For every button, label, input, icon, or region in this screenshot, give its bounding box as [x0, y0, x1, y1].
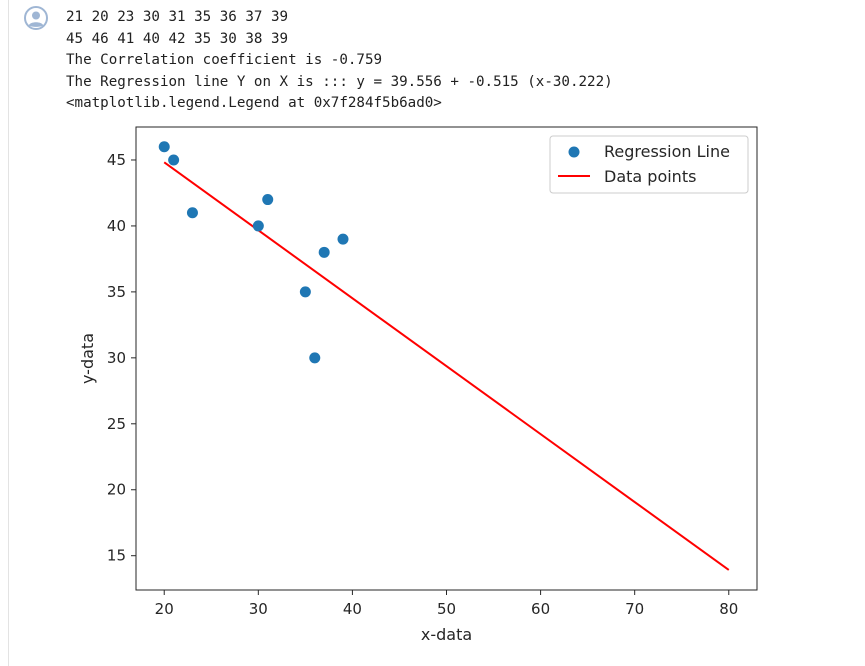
series-line-data-points — [163, 161, 730, 571]
scatter-point — [309, 352, 321, 364]
y-tick-label: 25 — [107, 415, 126, 433]
x-tick-label: 70 — [625, 600, 644, 618]
output-line-correlation: The Correlation coefficient is -0.759 — [66, 52, 383, 68]
chart-marks — [158, 141, 730, 571]
legend-marker-scatter — [568, 146, 580, 158]
scatter-point — [299, 286, 311, 298]
scatter-point — [186, 207, 198, 219]
plot-frame — [135, 126, 758, 591]
scatter-point — [252, 220, 264, 232]
axis-ticks: 20 30 40 50 60 70 80 15 20 25 30 35 40 45 — [107, 151, 738, 618]
scatter-point — [318, 246, 330, 258]
output-line-regression: The Regression line Y on X is ::: y = 39… — [66, 73, 613, 90]
scatter-point — [337, 233, 349, 245]
y-tick-label: 30 — [107, 349, 126, 367]
y-tick-label: 40 — [107, 217, 126, 235]
y-tick-label: 35 — [107, 283, 126, 301]
output-line-legend-repr: <matplotlib.legend.Legend at 0x7f284f5b6… — [66, 95, 442, 111]
y-tick-label: 45 — [107, 151, 126, 169]
y-axis-label: y-data — [78, 333, 97, 384]
x-tick-label: 20 — [155, 600, 174, 618]
y-tick-label: 20 — [107, 481, 126, 499]
scatter-point — [168, 154, 180, 166]
legend-label-regression-line: Regression Line — [604, 142, 730, 161]
legend-box — [549, 135, 749, 194]
x-axis-label: x-data — [421, 625, 472, 644]
scatter-point — [158, 141, 170, 153]
cell-left-border — [8, 0, 9, 666]
output-line-x-values: 21 20 23 30 31 35 36 37 39 — [66, 9, 289, 25]
x-tick-label: 50 — [437, 600, 456, 618]
x-tick-label: 30 — [249, 600, 268, 618]
x-tick-label: 80 — [719, 600, 738, 618]
y-tick-label: 15 — [107, 547, 126, 565]
x-tick-label: 60 — [531, 600, 550, 618]
cell-output-text: 21 20 23 30 31 35 36 37 39 45 46 41 40 4… — [66, 7, 613, 115]
legend-label-data-points: Data points — [604, 167, 696, 186]
scatter-point — [262, 194, 274, 206]
user-avatar-icon — [24, 6, 48, 30]
x-tick-label: 40 — [343, 600, 362, 618]
legend: Regression Line Data points — [549, 135, 749, 194]
output-line-y-values: 45 46 41 40 42 35 30 38 39 — [66, 30, 289, 47]
